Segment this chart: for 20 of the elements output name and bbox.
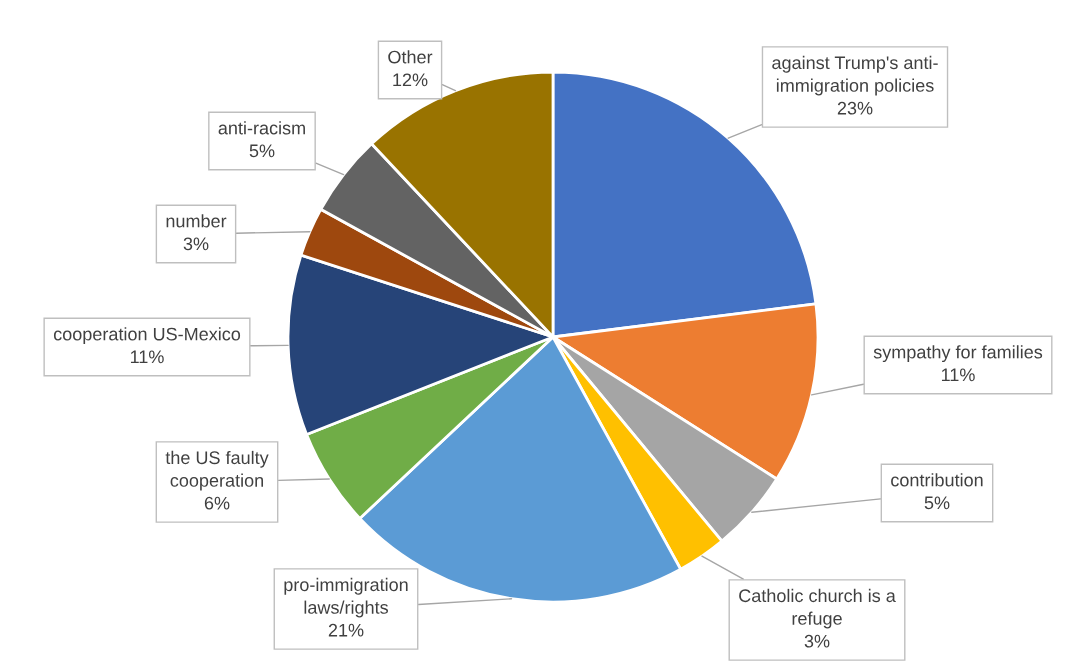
data-label: 12% (393, 73, 428, 87)
slice-label: contribution (891, 473, 983, 487)
data-label: 3% (183, 237, 209, 251)
slice-label: Catholic church is a refuge (739, 588, 896, 629)
slice-label: sympathy for families (873, 345, 1043, 363)
slice-label: number (166, 214, 227, 228)
slice-label: cooperation US-Mexico (53, 327, 241, 345)
slice-label: the US faulty cooperation (165, 450, 269, 491)
data-label: 6% (204, 496, 230, 510)
slice-label: anti-racism (218, 121, 305, 135)
data-label: 5% (924, 496, 950, 510)
slice-label: pro-immigration laws/rights (284, 577, 408, 618)
data-label: 5% (249, 144, 275, 158)
data-label: 23% (837, 101, 873, 115)
data-label: 11% (130, 350, 164, 364)
data-label: 3% (804, 634, 830, 648)
data-label: 21% (328, 623, 364, 637)
slice-label: against Trump's anti- immigration policies (772, 55, 938, 96)
data-label: 11% (941, 368, 975, 382)
slice-label: Other (388, 50, 433, 64)
